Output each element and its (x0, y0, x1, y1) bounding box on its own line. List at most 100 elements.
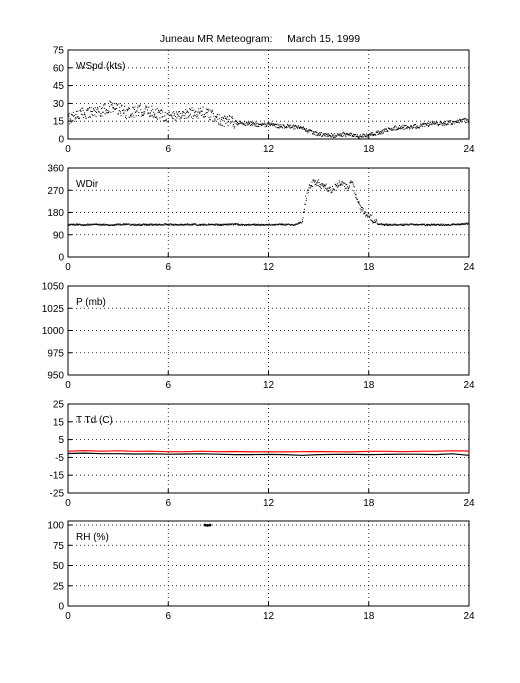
wdir-data-point (280, 223, 282, 225)
wspd-data-point (154, 114, 156, 116)
wdir-data-point (144, 223, 146, 225)
wspd-data-point (100, 113, 102, 115)
wspd-data-point (108, 106, 110, 108)
wdir-data-point (433, 224, 435, 226)
wspd-data-point (125, 116, 127, 118)
wdir-data-point (124, 224, 126, 226)
wspd-data-point (196, 113, 198, 115)
wdir-data-point (82, 224, 84, 226)
wdir-data-point (373, 219, 375, 221)
wspd-data-point (281, 125, 283, 127)
wdir-data-point (453, 224, 455, 226)
wspd-data-point (96, 106, 98, 108)
wdir-data-point (292, 224, 294, 226)
wspd-data-point (129, 116, 131, 118)
wspd-data-point (67, 114, 69, 116)
temp-dewpoint-line (67, 452, 470, 456)
wdir-data-point (158, 223, 160, 225)
wspd-data-point (80, 113, 82, 115)
wdir-data-point (137, 224, 139, 226)
wspd-data-point (103, 104, 105, 106)
wdir-data-point (315, 180, 317, 182)
wspd-data-point (171, 116, 173, 118)
wspd-data-point (75, 110, 77, 112)
wspd-data-point (409, 128, 411, 130)
wdir-data-point (387, 224, 389, 226)
wdir-data-point (144, 224, 146, 226)
wspd-data-point (345, 136, 347, 138)
wspd-data-point (108, 110, 110, 112)
wspd-data-point (69, 118, 71, 120)
wdir-data-point (348, 188, 350, 190)
wdir-data-point (239, 224, 241, 226)
wdir-data-point (106, 224, 108, 226)
wspd-data-point (139, 104, 141, 106)
wspd-data-point (247, 124, 249, 126)
wspd-data-point (348, 134, 350, 136)
wspd-data-point (360, 134, 362, 136)
wspd-data-point (110, 111, 112, 113)
wdir-data-point (314, 181, 316, 183)
wspd-data-point (201, 110, 203, 112)
wspd-data-point (208, 119, 210, 121)
wdir-data-point (327, 190, 329, 192)
wdir-data-point (181, 223, 183, 225)
wspd-data-point (406, 127, 408, 129)
wdir-data-point (123, 224, 125, 226)
wspd-data-point (334, 136, 336, 138)
wspd-data-point (179, 113, 181, 115)
wdir-data-point (100, 224, 102, 226)
wspd-data-point (292, 125, 294, 127)
wdir-data-point (81, 224, 83, 226)
wdir-data-point (319, 186, 321, 188)
wspd-data-point (295, 125, 297, 127)
wspd-data-point (91, 110, 93, 112)
temp-y-tick-label: -15 (50, 471, 65, 482)
wspd-data-point (253, 124, 255, 126)
wdir-data-point (355, 196, 357, 198)
wspd-data-point (72, 111, 74, 113)
wspd-data-point (131, 116, 133, 118)
wspd-data-point (134, 106, 136, 108)
wspd-data-point (128, 116, 130, 118)
wspd-data-point (110, 104, 112, 106)
wdir-data-point (153, 224, 155, 226)
wdir-data-point (135, 223, 137, 225)
wspd-data-point (132, 106, 134, 108)
wdir-data-point (222, 224, 224, 226)
wspd-data-point (278, 126, 280, 128)
wspd-data-point (397, 128, 399, 130)
wspd-data-point (315, 131, 317, 133)
wspd-data-point (386, 130, 388, 132)
wspd-data-point (431, 121, 433, 123)
wspd-data-point (141, 114, 143, 116)
wdir-data-point (366, 216, 368, 218)
wdir-data-point (187, 224, 189, 226)
wspd-data-point (195, 111, 197, 113)
wspd-data-point (181, 112, 183, 114)
wspd-data-point (327, 134, 329, 136)
wdir-data-point (297, 223, 299, 225)
wdir-data-point (438, 223, 440, 225)
wspd-data-point (268, 123, 270, 125)
wspd-data-point (113, 108, 115, 110)
wspd-data-point (349, 134, 351, 136)
wdir-data-point (459, 223, 461, 225)
wspd-data-point (379, 131, 381, 133)
wspd-data-point (319, 132, 321, 134)
wspd-data-point (300, 127, 302, 129)
wdir-data-point (322, 183, 324, 185)
wspd-data-point (179, 118, 181, 120)
wdir-data-point (214, 224, 216, 226)
wspd-data-point (406, 128, 408, 130)
wspd-data-point (174, 119, 176, 121)
wspd-data-point (215, 115, 217, 117)
wdir-data-point (167, 224, 169, 226)
wdir-data-point (138, 224, 140, 226)
wspd-data-point (414, 126, 416, 128)
wdir-data-point (182, 224, 184, 226)
rh-x-tick-label: 0 (65, 611, 71, 622)
wspd-data-point (99, 106, 101, 108)
wspd-data-point (364, 134, 366, 136)
rh-data-point (206, 524, 209, 527)
